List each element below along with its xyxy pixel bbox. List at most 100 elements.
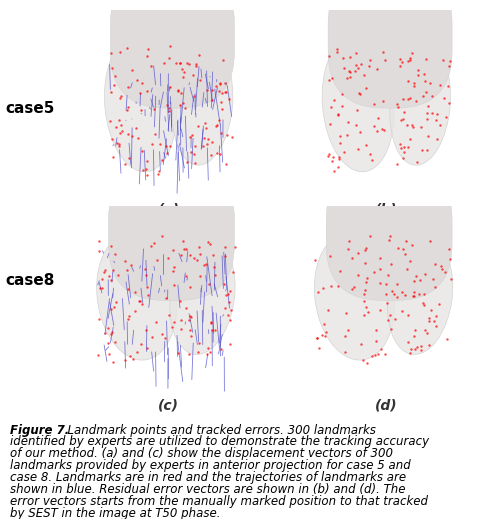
Point [144,52,152,60]
Point [222,160,230,168]
Point [432,283,440,291]
Point [396,140,404,148]
Point [406,53,414,62]
Point [110,303,118,311]
Point [426,237,434,245]
Point [409,122,417,131]
Point [334,155,342,163]
Point [132,348,140,356]
Point [404,338,412,346]
Point [330,96,338,104]
Point [362,84,370,92]
Point [432,322,440,330]
Point [344,117,352,126]
Point [169,246,177,254]
Point [177,325,185,333]
Point [194,338,202,347]
Point [336,139,344,147]
Point [360,310,368,319]
Point [410,277,418,285]
Point [227,306,235,314]
Point [134,134,141,142]
Point [143,344,151,352]
FancyBboxPatch shape [326,163,452,301]
Point [142,165,150,173]
Point [174,349,182,357]
Point [121,160,129,168]
Point [178,72,186,80]
Point [398,115,406,124]
Point [404,57,411,65]
Point [187,332,195,340]
Point [446,254,454,263]
Point [182,104,190,112]
Point [350,283,358,291]
Point [340,54,347,62]
Point [98,283,106,292]
Point [352,61,360,69]
Point [374,349,382,358]
Point [319,284,327,292]
Point [351,67,359,75]
Point [209,251,217,260]
Point [108,358,116,366]
Point [380,126,388,134]
Point [410,288,418,296]
Text: Figure 7.: Figure 7. [10,424,69,436]
Point [114,142,122,150]
Point [106,117,114,125]
Point [410,79,418,87]
Point [430,317,438,325]
Point [333,45,341,53]
Point [376,306,384,314]
Point [180,245,188,253]
Point [192,256,200,264]
Point [382,280,390,288]
Point [228,133,236,141]
Point [220,252,228,261]
Point [185,60,193,68]
Point [394,100,402,108]
Point [226,340,234,348]
Point [190,92,198,100]
Point [137,340,145,348]
Point [124,311,132,320]
Point [200,133,208,142]
Point [104,339,112,347]
Point [204,344,212,352]
Point [114,139,122,147]
Point [334,111,342,119]
Point [430,260,438,268]
Point [440,94,448,103]
Point [212,83,220,91]
Point [182,271,190,280]
Point [312,256,320,264]
Point [108,135,116,143]
Point [106,330,114,338]
Point [381,349,389,358]
Point [152,130,160,138]
Point [178,316,186,324]
Point [150,104,158,113]
Point [324,52,332,61]
Point [313,334,321,343]
Point [126,154,134,162]
Point [190,149,198,158]
Point [346,67,354,75]
Point [400,143,407,152]
Point [188,71,196,79]
Point [447,275,455,283]
Point [182,304,190,312]
Point [215,116,223,124]
Point [352,121,360,129]
Point [222,79,230,87]
Point [365,62,373,71]
Point [336,267,344,275]
Point [344,244,351,253]
Point [120,356,128,364]
Point [224,95,232,104]
Point [218,98,226,106]
Point [170,263,177,271]
Text: case 8. Landmarks are in red and the trajectories of landmarks are: case 8. Landmarks are in red and the tra… [10,471,406,484]
Point [435,300,443,308]
